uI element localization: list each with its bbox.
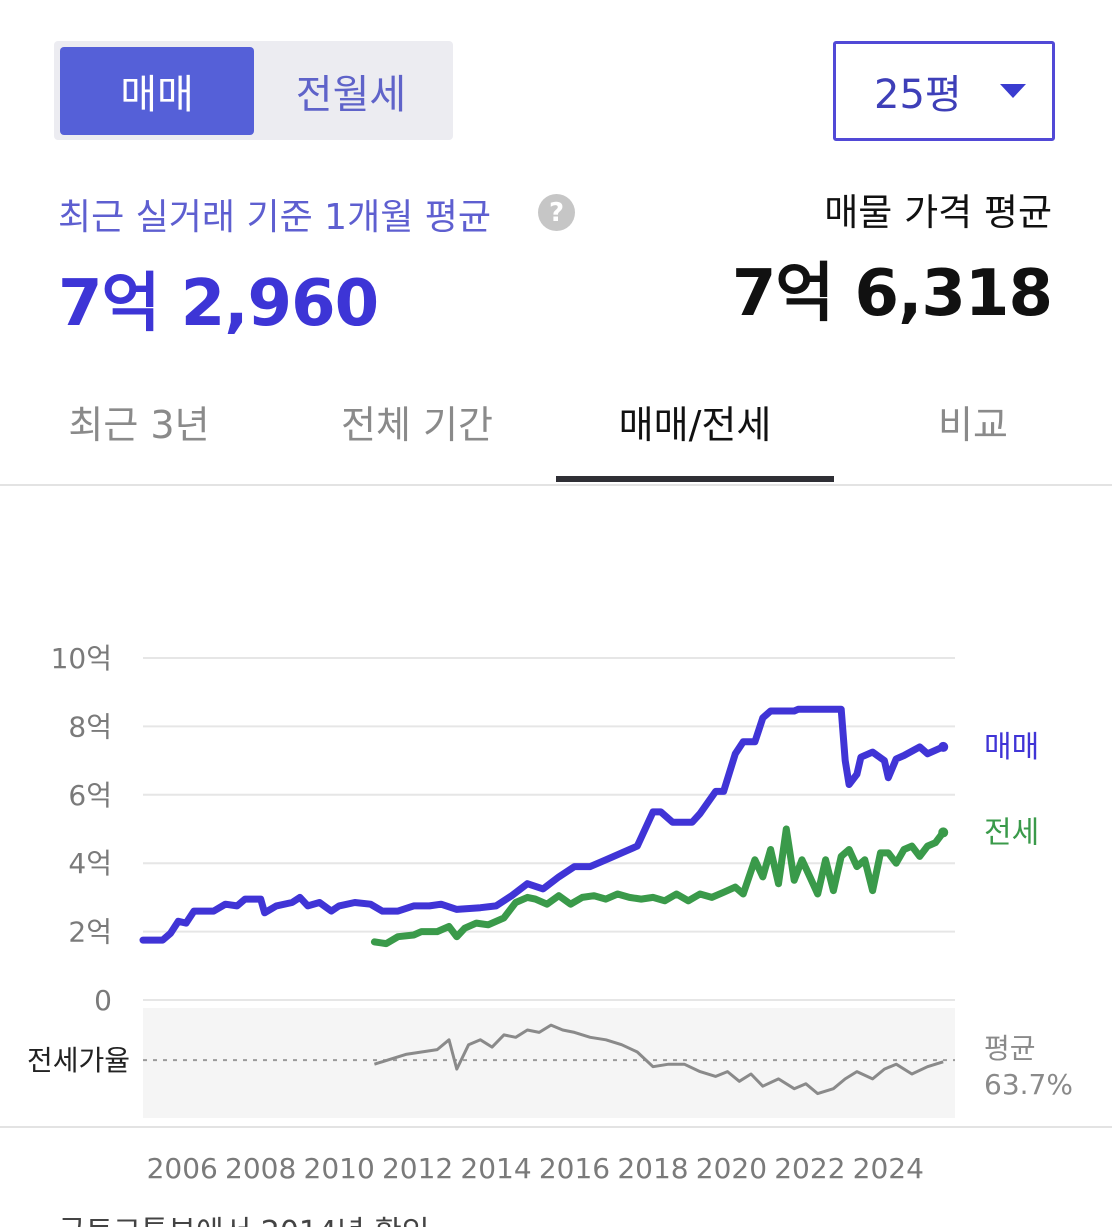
ratio-panel-label: 전세가율	[27, 1044, 130, 1077]
period-tabs: 최근 3년 전체 기간 매매/전세 비교	[0, 380, 1112, 486]
listing-average-label: 매물 가격 평균	[824, 191, 1052, 234]
y-tick-label: 4억	[68, 847, 112, 880]
x-tick-label: 2016	[539, 1152, 610, 1185]
x-tick-label: 2012	[382, 1152, 453, 1185]
x-tick-label: 2014	[460, 1152, 531, 1185]
y-tick-label: 2억	[68, 916, 112, 949]
chevron-down-icon	[1000, 84, 1026, 98]
sale-price-line	[139, 705, 947, 944]
tab-compare[interactable]: 비교	[938, 403, 1008, 447]
y-tick-label: 8억	[68, 710, 112, 743]
x-tick-label: 2024	[853, 1152, 924, 1185]
y-tick-label: 0	[94, 984, 112, 1017]
ratio-average-label: 평균	[984, 1032, 1036, 1065]
help-icon[interactable]: ?	[538, 194, 575, 231]
x-tick-label: 2008	[225, 1152, 296, 1185]
x-tick-label: 2006	[147, 1152, 218, 1185]
trade-type-sale-button[interactable]: 매매	[60, 47, 254, 135]
tab-full-period[interactable]: 전체 기간	[341, 403, 493, 447]
ratio-average-value: 63.7%	[984, 1068, 1073, 1101]
ratio-series-line	[373, 1023, 944, 1096]
x-tick-label: 2018	[617, 1152, 688, 1185]
trade-type-rent-button[interactable]: 전월세	[295, 72, 407, 118]
active-tab-indicator	[556, 476, 834, 482]
listing-average-value: 7억 6,318	[731, 257, 1053, 331]
x-tick-label: 2022	[774, 1152, 845, 1185]
ratio-panel-background	[143, 1008, 955, 1118]
y-tick-label: 10억	[51, 642, 112, 675]
area-size-select[interactable]: 25평	[833, 41, 1055, 141]
x-tick-label: 2020	[696, 1152, 767, 1185]
x-tick-label: 2010	[304, 1152, 375, 1185]
recent-average-label: 최근 실거래 기준 1개월 평균	[58, 197, 491, 238]
sale-series-label: 매매	[984, 730, 1039, 765]
area-size-label: 25평	[874, 72, 962, 118]
recent-average-value: 7억 2,960	[58, 267, 379, 341]
sale-price-endpoint	[938, 741, 949, 752]
jeonse-price-endpoint	[938, 827, 949, 838]
tab-recent-3y[interactable]: 최근 3년	[68, 403, 210, 447]
jeonse-series-label: 전세	[984, 815, 1039, 850]
chart-footnote: 국토교통부에서 2014년 확인	[58, 1215, 429, 1227]
jeonse-price-line	[370, 825, 947, 948]
trade-type-toggle: 매매 전월세	[54, 41, 453, 140]
y-tick-label: 6억	[68, 779, 112, 812]
tab-sale-jeonse[interactable]: 매매/전세	[618, 403, 772, 447]
